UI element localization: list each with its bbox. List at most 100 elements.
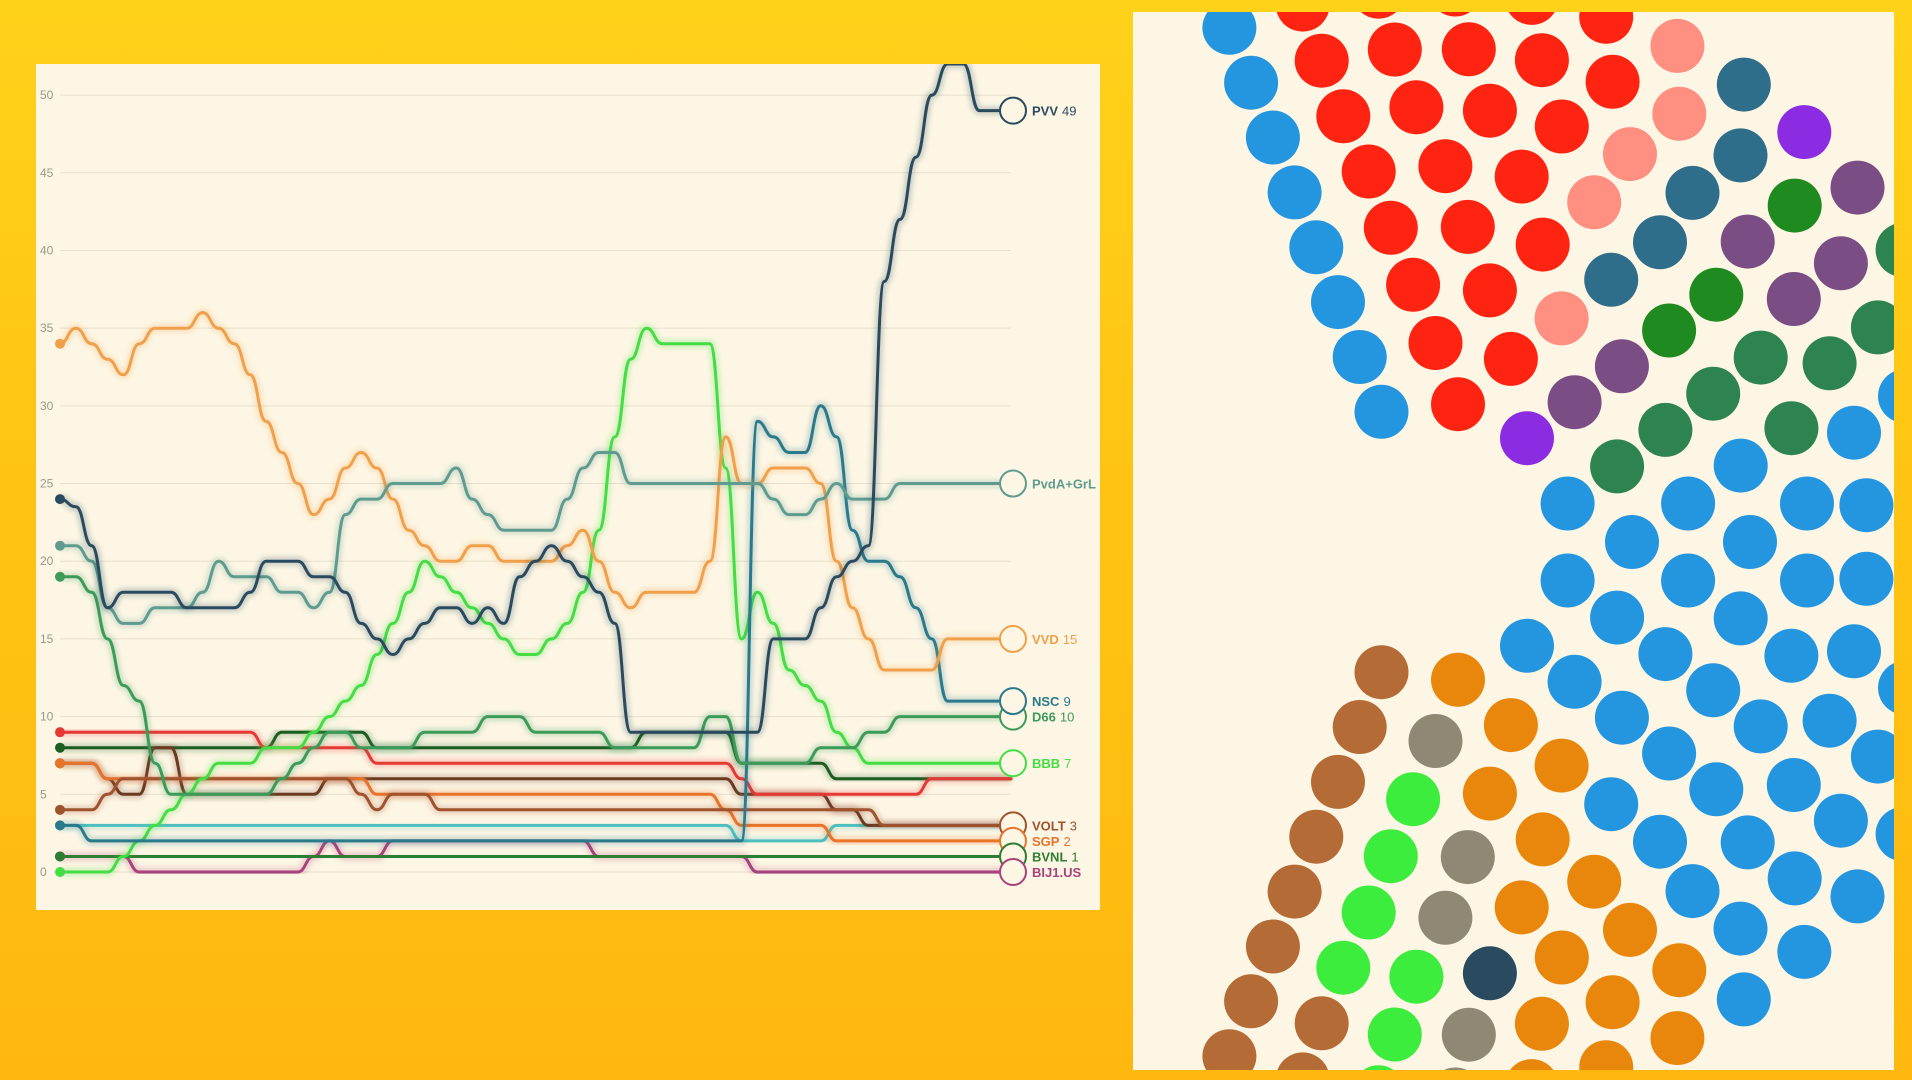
series-end-label-bbb: BBB 7 [1032,756,1071,771]
seat-d66 [1354,645,1409,700]
seat-pvv [1311,275,1365,330]
seat-pvda-grl [1386,257,1441,312]
seat-pvv [1661,553,1716,608]
seat-vvd [1494,880,1549,935]
seat-pvda-grl [1440,12,1471,17]
seat-pvv [1713,901,1768,956]
series-start-point-pvda-grl-12 [55,540,65,551]
seat-denk [1777,105,1832,160]
seat-pvv [1590,590,1645,645]
seat-pvv [1875,808,1894,860]
seat-pvv [1633,814,1687,869]
seat-pvv [1354,384,1409,439]
seat-fvd [1830,160,1885,215]
seat-sgp [1594,339,1649,394]
seat-pvv [1839,478,1894,533]
seat-pvv [1332,330,1387,384]
y-tick-label-15: 15 [40,632,54,646]
seat-d66 [1311,754,1365,809]
seat-pvdd [1767,178,1822,233]
seat-cu [1443,1067,1467,1070]
seat-fvd [1813,236,1868,291]
seat-sgp [1720,214,1775,269]
seat-pvda-grl [1534,99,1589,154]
seat-pvv [1547,654,1602,709]
seat-pvda-grl [1367,22,1422,77]
seat-pvdd [1689,267,1744,322]
seat-bbb [1386,772,1441,827]
seat-pvda-grl [1408,316,1463,370]
seat-nsc [1686,366,1741,421]
series-halo-unnamed-0 [60,727,1011,784]
series-end-label-nsc: NSC 9 [1032,694,1071,709]
seat-volt [1440,830,1495,885]
y-tick-label-40: 40 [40,243,54,257]
y-tick-label-35: 35 [40,321,54,335]
seat-pvv [1713,591,1768,646]
seat-pvda-grl [1483,331,1538,386]
series-logo-badge-bij1-us [999,858,1027,886]
seat-sgp [1547,375,1602,430]
seat-pvdd [1642,303,1697,358]
seat-cu [1408,714,1463,768]
seat-nsc [1733,330,1788,385]
seat-pvv [1764,628,1819,683]
series-end-label-pvv: PVV 49 [1032,104,1076,119]
seat-pvv [1202,12,1257,55]
series-line-pvv-13 [58,64,1013,734]
seat-pvda-grl [1508,12,1555,25]
seat-bbb [1367,1007,1422,1062]
seat-vvd [1462,766,1517,821]
series-end-label-sgp: SGP 2 [1032,834,1071,849]
seat-pvv [1830,869,1885,924]
seat-pvda-grl [1418,139,1473,194]
series-start-point-nsc-9 [55,820,65,831]
seat-pvv [1584,777,1639,832]
seat-pvv [1850,729,1894,784]
seat-volt [1441,1007,1496,1062]
seat-bbb [1363,1065,1394,1070]
seat-pvv [1827,405,1881,460]
seat-pvv [1733,699,1788,754]
y-tick-label-5: 5 [40,787,47,801]
series-start-point-volt-7 [55,804,65,815]
series-logo-badge-vvd [999,624,1027,653]
series-logo-badge-bbb [999,749,1027,778]
seat-pvv [1777,924,1832,979]
series-end-label-d66: D66 10 [1032,710,1074,725]
seat-pvv [1689,762,1744,817]
series-line-vvd-11 [58,311,1013,672]
seat-sp [1584,252,1639,307]
series-start-point-bvnl-5 [55,851,65,862]
seat-nsc [1850,300,1894,355]
y-tick-label-10: 10 [40,710,54,724]
seat-pvv [1661,476,1716,531]
series-line-pvda-grl-12 [58,451,1013,625]
seat-sp [1665,165,1720,220]
seat-pvv [1766,758,1821,812]
series-line-unnamed-3 [58,730,1013,796]
seat-d66 [1332,700,1387,754]
seat-pvv [1723,515,1777,569]
seat-pvv [1720,815,1775,870]
seat-cda [1652,86,1707,141]
series-line-nsc-9 [58,404,1013,843]
series-end-label-bvnl: BVNL 1 [1032,849,1079,864]
seat-pvda-grl [1316,89,1371,144]
seat-pvv [1686,663,1741,718]
y-tick-label-0: 0 [40,865,47,879]
seat-pvv [1716,972,1771,1027]
series-end-label-bij1-us: BIJ1.US [1032,865,1081,880]
seat-pvda-grl [1462,263,1517,318]
seat-pvv [1878,371,1894,421]
seat-pvv [1839,551,1894,606]
series-end-label-pvda-grl: PvdA+GrL25 [1032,477,1100,492]
seat-pvda-grl [1360,12,1397,19]
seat-pvv [1642,726,1697,781]
seat-cu [1418,890,1473,945]
seat-pvda-grl [1440,199,1495,254]
seat-pvda-grl [1514,33,1569,88]
seat-sp [1633,215,1687,270]
series-end-label-vvd: VVD 15 [1032,632,1077,647]
seat-pvda-grl [1341,144,1396,199]
